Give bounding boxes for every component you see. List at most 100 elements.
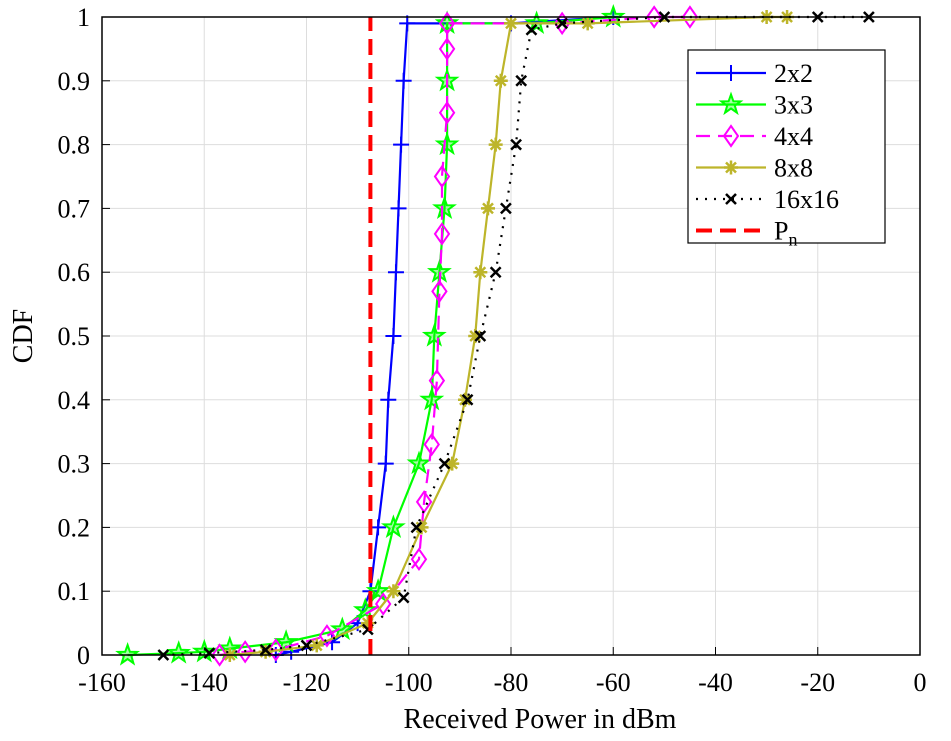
legend-label: 4x4 (774, 122, 813, 151)
legend-marker (723, 65, 739, 81)
data-point (431, 279, 448, 304)
data-point (504, 16, 518, 31)
data-point (438, 37, 456, 61)
data-point (393, 136, 410, 153)
data-point (489, 266, 502, 279)
data-point (259, 644, 272, 656)
data-point (374, 592, 392, 616)
x-tick-label: -20 (800, 668, 835, 697)
data-point (500, 202, 512, 215)
data-point (385, 328, 402, 344)
data-point (445, 456, 460, 471)
x-axis-label: Received Power in dBm (404, 704, 677, 735)
data-point (510, 138, 522, 151)
data-point (211, 643, 228, 667)
data-point (473, 265, 488, 280)
data-point (493, 73, 508, 88)
x-tick-label: -140 (180, 668, 228, 697)
data-point (438, 100, 456, 125)
plot-frame (101, 16, 921, 656)
legend-label: 2x2 (774, 59, 813, 88)
data-point (461, 393, 474, 406)
data-point (390, 200, 407, 217)
legend-item: 2x2 (696, 59, 813, 88)
y-tick-label: 0.2 (58, 513, 91, 542)
data-point (423, 432, 440, 457)
data-point (438, 457, 451, 470)
data-point (600, 3, 626, 28)
y-tick-label: 1 (77, 3, 90, 32)
x-tick-label: -80 (494, 668, 529, 697)
data-point (397, 591, 410, 604)
data-point (468, 329, 483, 343)
data-point (410, 547, 428, 572)
data-point (414, 520, 429, 535)
x-tick-label: -40 (698, 668, 733, 697)
data-point (203, 647, 216, 659)
data-point (365, 578, 391, 602)
data-point (525, 23, 538, 36)
data-point (438, 11, 456, 36)
y-tick-label: 0.4 (58, 386, 91, 415)
legend-item: 16x16 (696, 185, 839, 214)
data-point (387, 264, 404, 281)
data-point (380, 514, 406, 538)
data-point (267, 638, 285, 662)
y-tick-label: 0.8 (58, 131, 91, 160)
y-tick-label: 0.7 (58, 194, 91, 223)
data-point (406, 450, 432, 475)
y-tick-label: 0.3 (58, 450, 91, 479)
data-point (457, 392, 472, 407)
y-tick-label: 0 (77, 641, 90, 670)
legend-label: 16x16 (774, 185, 839, 214)
tick-labels: -160 -140 -120 -100 -80 -60 -40 -20 0 0 0.1 0.2 0.3 0… (58, 3, 927, 697)
y-tick-label: 0.5 (58, 322, 91, 351)
data-point (580, 16, 595, 31)
data-point (434, 131, 460, 156)
data-point (191, 638, 217, 663)
legend-marker (724, 160, 738, 175)
data-point (645, 5, 663, 29)
y-tick-label: 0.6 (58, 258, 91, 287)
legend-item: 3x3 (696, 91, 813, 120)
x-tick-label: -120 (283, 668, 331, 697)
data-point (419, 386, 445, 411)
legend-item: 4x4 (696, 122, 813, 151)
data-point (236, 640, 254, 664)
data-point (433, 222, 451, 246)
x-tick-label: -100 (385, 668, 433, 697)
data-point (352, 597, 378, 621)
legend-marker (722, 124, 740, 148)
legend-marker (725, 193, 737, 205)
data-point (421, 322, 447, 347)
data-point (474, 330, 487, 342)
data-point (115, 641, 141, 666)
y-tick-label: 0.9 (58, 67, 91, 96)
legend-label: Pn (774, 217, 797, 250)
y-tick-label: 0.1 (58, 577, 91, 606)
series-16x16 (157, 11, 875, 661)
series-group (115, 3, 875, 667)
data-point (380, 391, 397, 408)
data-point (488, 137, 503, 152)
data-point (300, 639, 313, 652)
legend-label: 8x8 (774, 154, 813, 183)
y-axis-label: CDF (8, 309, 39, 363)
legend-item: Pn (696, 217, 797, 250)
data-point (556, 17, 569, 30)
data-point (309, 638, 324, 653)
x-tick-label: -160 (78, 668, 126, 697)
data-point (399, 15, 416, 32)
data-point (318, 624, 336, 648)
data-point (370, 519, 387, 536)
data-point (432, 195, 457, 219)
data-point (433, 164, 451, 189)
data-point (386, 584, 401, 599)
data-point (681, 5, 699, 29)
data-point (480, 201, 495, 216)
data-point (428, 368, 446, 393)
series-line (219, 15, 690, 657)
data-point (258, 644, 273, 659)
